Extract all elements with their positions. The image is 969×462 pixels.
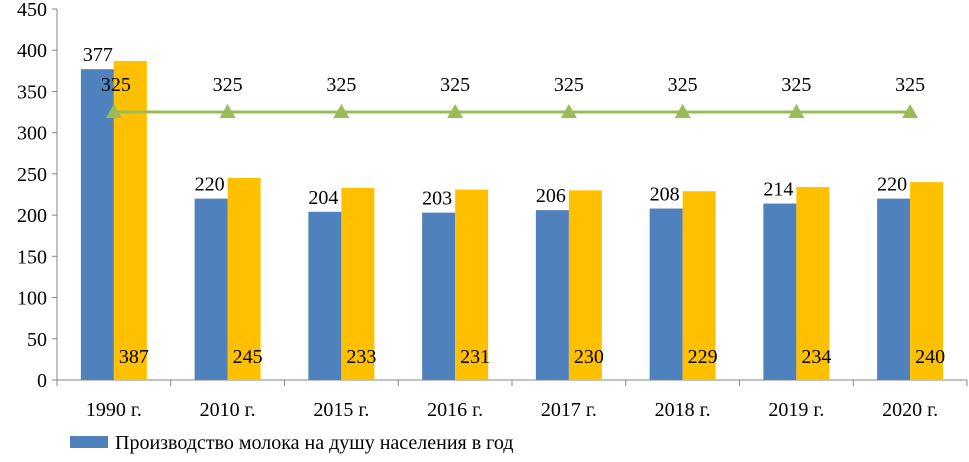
- x-axis: 1990 г. 2010 г. 2015 г. 2016 г. 2017 г. 2018 …: [56, 379, 968, 421]
- bar-1-value-label: 203: [422, 188, 452, 210]
- x-tick-label: 2015 г.: [313, 399, 369, 421]
- bar-2: [796, 187, 830, 380]
- line-marker: [105, 104, 122, 119]
- y-tick-label: 200: [17, 205, 47, 227]
- bar-1-value-label: 220: [195, 174, 225, 196]
- bar-1: [763, 203, 797, 380]
- legend: Производство молока на душу населения в …: [70, 432, 514, 454]
- bar-2: [341, 187, 375, 380]
- bar-1: [535, 210, 569, 380]
- legend-label: Производство молока на душу населения в …: [115, 432, 514, 454]
- y-tick-label: 150: [17, 246, 47, 268]
- line-marker: [447, 104, 464, 119]
- bar-2-value-label: 240: [915, 346, 945, 368]
- line-marker: [674, 104, 691, 119]
- x-tick-label: 2017 г.: [541, 399, 597, 421]
- line-value-label: 325: [668, 74, 698, 96]
- bar-2: [455, 189, 489, 380]
- bar-1-value-label: 204: [308, 187, 338, 209]
- bar-1-value-label: 206: [536, 185, 566, 207]
- y-tick-label: 450: [17, 0, 47, 21]
- line-value-label: 325: [326, 74, 356, 96]
- bar-2-value-label: 245: [233, 346, 263, 368]
- line-marker: [560, 104, 577, 119]
- line-value-label: 325: [781, 74, 811, 96]
- line-marker: [219, 104, 236, 119]
- bar-1-value-label: 214: [763, 179, 793, 201]
- y-tick-label: 100: [17, 288, 47, 310]
- line-marker: [788, 104, 805, 119]
- bars: [80, 60, 944, 380]
- line-value-label: 325: [440, 74, 470, 96]
- target-line: [105, 104, 919, 119]
- bar-2: [227, 178, 261, 380]
- bar-1-value-label: 220: [877, 174, 907, 196]
- line-value-label: 325: [101, 74, 131, 96]
- bar-2: [568, 190, 602, 380]
- bar-2: [113, 60, 147, 380]
- bar-2-value-label: 230: [574, 346, 604, 368]
- bar-2-value-label: 229: [688, 346, 718, 368]
- y-tick-label: 350: [17, 81, 47, 103]
- bar-2: [682, 191, 716, 380]
- bar-1: [649, 208, 683, 380]
- x-tick-label: 2010 г.: [200, 399, 256, 421]
- x-tick-label: 2020 г.: [882, 399, 938, 421]
- x-tick-label: 2018 г.: [655, 399, 711, 421]
- y-axis: 0 50 100 150 200 250 300 350 400 450: [17, 0, 58, 392]
- bar-2: [910, 182, 944, 380]
- bar-1: [422, 212, 456, 380]
- y-tick-label: 0: [37, 370, 47, 392]
- x-tick-label: 2016 г.: [427, 399, 483, 421]
- data-labels: 377 220 204 203 206 208 214 220 387 245 233 231 230 2…: [83, 44, 945, 368]
- y-tick-label: 400: [17, 40, 47, 62]
- line-value-label: 325: [895, 74, 925, 96]
- line-marker: [333, 104, 350, 119]
- y-tick-label: 300: [17, 123, 47, 145]
- bar-2-value-label: 387: [119, 346, 149, 368]
- bar-2-value-label: 233: [346, 346, 376, 368]
- bar-1: [194, 198, 228, 380]
- bar-1-value-label: 208: [650, 184, 680, 206]
- bar-1: [308, 211, 342, 380]
- x-tick-label: 2019 г.: [768, 399, 824, 421]
- line-marker: [902, 104, 919, 119]
- legend-swatch: [70, 436, 108, 448]
- bar-1-value-label: 377: [83, 44, 113, 66]
- bar-1: [877, 198, 911, 380]
- bar-2-value-label: 231: [460, 346, 490, 368]
- y-tick-label: 50: [27, 329, 47, 351]
- bar-1: [80, 69, 114, 380]
- line-value-label: 325: [554, 74, 584, 96]
- line-value-label: 325: [213, 74, 243, 96]
- y-tick-label: 250: [17, 164, 47, 186]
- bar-2-value-label: 234: [801, 346, 831, 368]
- x-tick-label: 1990 г.: [86, 399, 142, 421]
